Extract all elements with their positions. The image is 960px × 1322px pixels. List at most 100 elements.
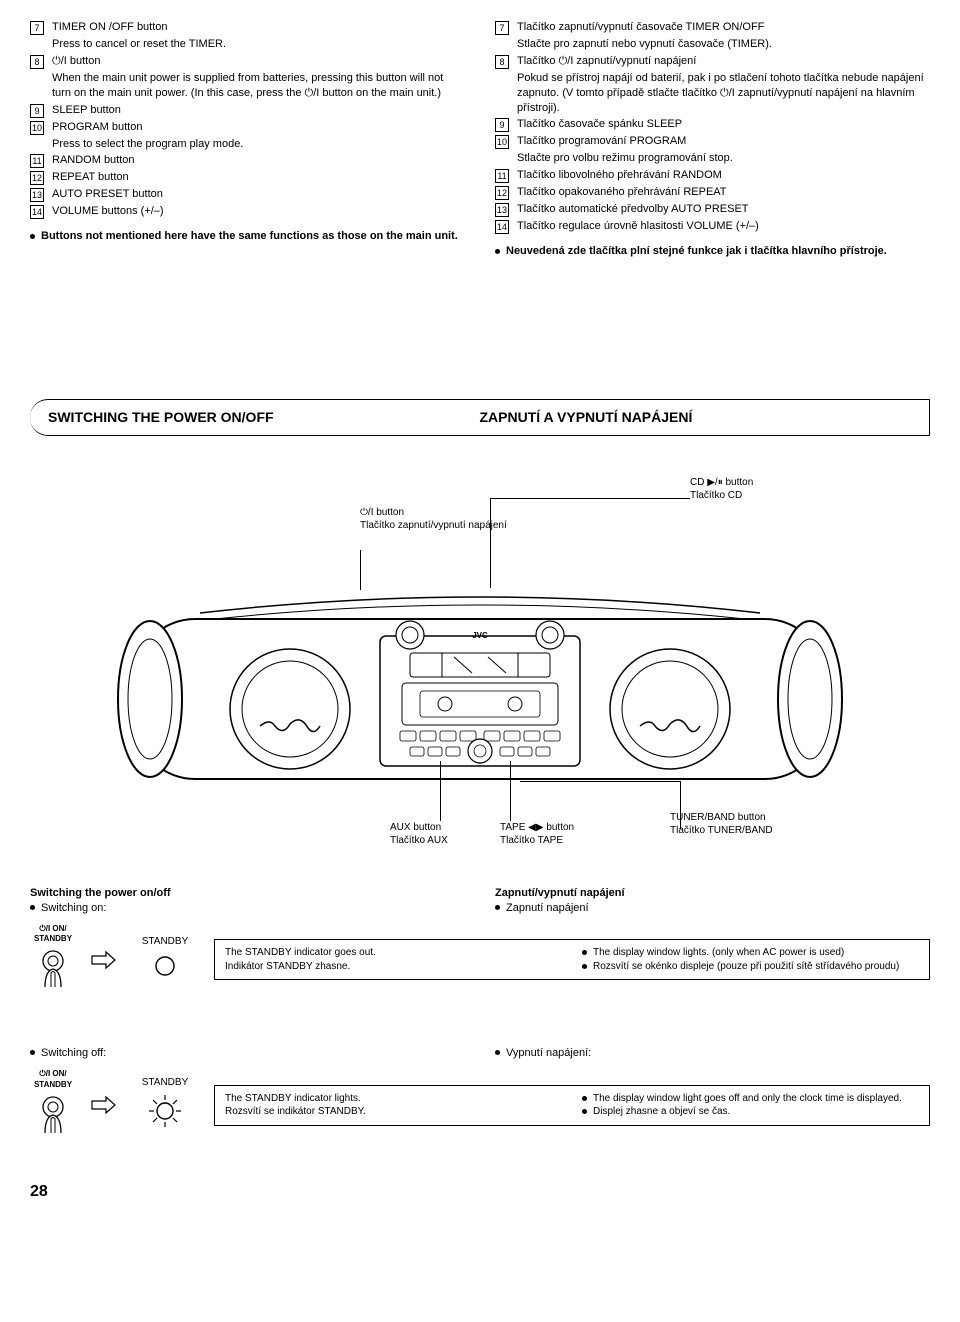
- item-title: ⏻/I button: [52, 54, 465, 69]
- standby-indicator-off: STANDBY: [130, 935, 200, 985]
- num-13: 13: [30, 188, 44, 202]
- item-title: Tlačítko časovače spánku SLEEP: [517, 117, 930, 132]
- num-8: 8: [30, 55, 44, 69]
- callout-tuner: TUNER/BAND button Tlačítko TUNER/BAND: [670, 811, 773, 838]
- item-title: Tlačítko zapnutí/vypnutí časovače TIMER …: [517, 20, 930, 35]
- item-title: Tlačítko libovolného přehrávání RANDOM: [517, 168, 930, 183]
- bullet-icon: [30, 234, 35, 239]
- callout-label-en: ⏻/I button: [360, 506, 507, 520]
- num-11: 11: [495, 169, 509, 183]
- item-title: VOLUME buttons (+/–): [52, 204, 465, 219]
- item-sub: Press to select the program play mode.: [52, 137, 465, 152]
- num-10: 10: [30, 121, 44, 135]
- item-title: Tlačítko ⏻/I zapnutí/vypnutí napájení: [517, 54, 930, 69]
- note-czech: Neuvedená zde tlačítka plní stejné funkc…: [506, 244, 887, 259]
- switch-off-heading-cz: Vypnutí napájení:: [495, 1046, 930, 1061]
- info-text: The STANDBY indicator goes out.: [225, 946, 562, 960]
- info-box-off: The STANDBY indicator lights. Rozsvítí s…: [214, 1085, 930, 1126]
- diagram-callouts-top: ⏻/I button Tlačítko zapnutí/vypnutí napá…: [30, 456, 930, 586]
- num-8: 8: [495, 55, 509, 69]
- item-sub: Stlačte pro zapnutí nebo vypnutí časovač…: [517, 37, 930, 52]
- num-7: 7: [495, 21, 509, 35]
- arrow-icon: [90, 951, 116, 969]
- num-11: 11: [30, 154, 44, 168]
- bullet-icon: [495, 249, 500, 254]
- switching-power-section: Switching the power on/off Switching on:…: [30, 886, 930, 1141]
- switch-heading-cz: Zapnutí/vypnutí napájení Zapnutí napájen…: [495, 886, 930, 916]
- num-14: 14: [495, 220, 509, 234]
- switch-off-cz: Vypnutí napájení:: [506, 1046, 591, 1061]
- callout-label-en: TUNER/BAND button: [670, 811, 773, 825]
- item-sub: When the main unit power is supplied fro…: [52, 71, 465, 101]
- callout-cd: CD ▶/⏸ button Tlačítko CD: [690, 476, 753, 503]
- callout-label-cz: Tlačítko AUX: [390, 834, 448, 848]
- callout-line: [360, 550, 361, 590]
- item-title: AUTO PRESET button: [52, 187, 465, 202]
- info-text: The display window light goes off and on…: [593, 1092, 902, 1106]
- callout-aux: AUX button Tlačítko AUX: [390, 821, 448, 848]
- page-number: 28: [30, 1181, 930, 1203]
- descriptions-english: 7 TIMER ON /OFF button Press to cancel or…: [30, 20, 465, 259]
- sequence-switch-on: ⏻/I ON/ STANDBY STANDBY The STANDBY indi…: [30, 924, 930, 996]
- callout-power: ⏻/I button Tlačítko zapnutí/vypnutí napá…: [360, 506, 507, 533]
- svg-text:JVC: JVC: [472, 631, 488, 640]
- section-title-cz: ZAPNUTÍ A VYPNUTÍ NAPÁJENÍ: [480, 408, 912, 427]
- switch-on-en: Switching on:: [41, 901, 106, 916]
- info-text: The display window lights. (only when AC…: [593, 946, 844, 960]
- callout-line: [440, 761, 441, 821]
- callout-line: [680, 781, 681, 829]
- info-text: Rozsvítí se indikátor STANDBY.: [225, 1105, 562, 1119]
- bullet-icon: [582, 1109, 587, 1114]
- callout-label-cz: Tlačítko zapnutí/vypnutí napájení: [360, 519, 507, 533]
- num-9: 9: [495, 118, 509, 132]
- standby-indicator-on: STANDBY: [130, 1076, 200, 1134]
- item-title: SLEEP button: [52, 103, 465, 118]
- num-7: 7: [30, 21, 44, 35]
- item-title: Tlačítko programování PROGRAM: [517, 134, 930, 149]
- callout-label-cz: Tlačítko TUNER/BAND: [670, 824, 773, 838]
- switch-on-cz: Zapnutí napájení: [506, 901, 589, 916]
- callout-label-en: CD ▶/⏸ button: [690, 476, 753, 490]
- button-descriptions: 7 TIMER ON /OFF button Press to cancel or…: [30, 20, 930, 259]
- item-title: TIMER ON /OFF button: [52, 20, 465, 35]
- boombox-svg: JVC: [80, 591, 880, 791]
- item-title: Tlačítko regulace úrovně hlasitosti VOLU…: [517, 219, 930, 234]
- bullet-icon: [582, 950, 587, 955]
- item-title: Tlačítko opakovaného přehrávání REPEAT: [517, 185, 930, 200]
- callout-label-cz: Tlačítko CD: [690, 489, 753, 503]
- num-12: 12: [30, 171, 44, 185]
- num-9: 9: [30, 104, 44, 118]
- num-13: 13: [495, 203, 509, 217]
- callout-label-cz: Tlačítko TAPE: [500, 834, 574, 848]
- section-switching-power: SWITCHING THE POWER ON/OFF ZAPNUTÍ A VYP…: [30, 399, 930, 436]
- info-text: Indikátor STANDBY zhasne.: [225, 960, 562, 974]
- press-button-icon: ⏻/I ON/ STANDBY: [30, 1069, 76, 1141]
- info-text: The STANDBY indicator lights.: [225, 1092, 562, 1106]
- callout-line: [520, 781, 680, 782]
- press-button-icon: ⏻/I ON/ STANDBY: [30, 924, 76, 996]
- callout-label-en: AUX button: [390, 821, 448, 835]
- note-english: Buttons not mentioned here have the same…: [41, 229, 458, 244]
- bullet-icon: [495, 905, 500, 910]
- callout-line: [490, 498, 690, 499]
- item-sub: Stlačte pro volbu režimu programování st…: [517, 151, 930, 166]
- num-10: 10: [495, 135, 509, 149]
- callout-line: [510, 761, 511, 821]
- section-title-en: SWITCHING THE POWER ON/OFF: [48, 408, 480, 427]
- info-text: Displej zhasne a objeví se čas.: [593, 1105, 730, 1119]
- num-12: 12: [495, 186, 509, 200]
- sequence-switch-off: ⏻/I ON/ STANDBY STANDBY: [30, 1069, 930, 1141]
- callout-tape: TAPE ◀▶ button Tlačítko TAPE: [500, 821, 574, 848]
- info-text: Rozsvítí se okénko displeje (pouze při p…: [593, 960, 899, 974]
- switch-off-en: Switching off:: [41, 1046, 106, 1061]
- switch-heading-en: Switching the power on/off Switching on:: [30, 886, 465, 916]
- switch-off-heading-en: Switching off:: [30, 1046, 465, 1061]
- bullet-icon: [30, 1050, 35, 1055]
- descriptions-czech: 7 Tlačítko zapnutí/vypnutí časovače TIMER…: [495, 20, 930, 259]
- callout-line: [490, 498, 491, 588]
- bullet-icon: [582, 964, 587, 969]
- arrow-icon: [90, 1096, 116, 1114]
- item-sub: Press to cancel or reset the TIMER.: [52, 37, 465, 52]
- num-14: 14: [30, 205, 44, 219]
- item-title: RANDOM button: [52, 153, 465, 168]
